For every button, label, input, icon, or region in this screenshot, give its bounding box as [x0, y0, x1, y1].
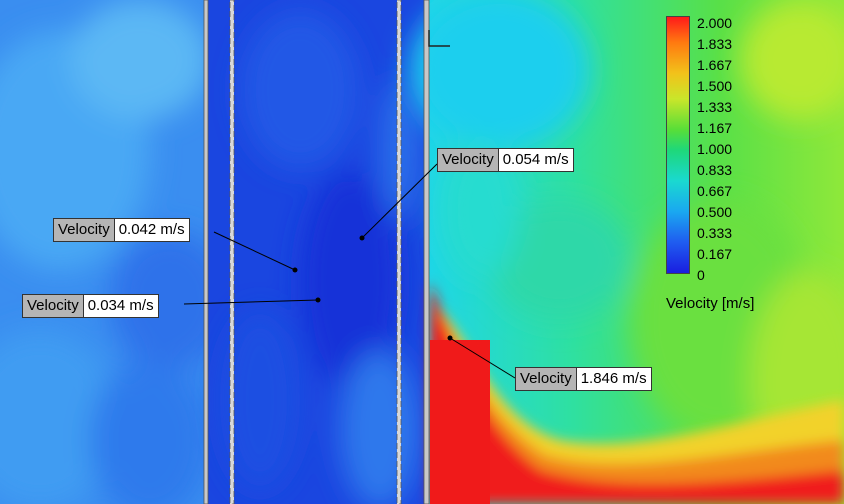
legend-color-bar	[666, 16, 690, 274]
probe-value: 0.034 m/s	[83, 295, 158, 317]
legend-tick: 0.833	[697, 162, 733, 178]
probe-key: Velocity	[23, 295, 84, 317]
probe-value: 1.846 m/s	[576, 368, 651, 390]
legend-tick: 1.833	[697, 36, 733, 52]
legend-title: Velocity [m/s]	[666, 295, 755, 312]
probe-value: 0.054 m/s	[498, 149, 573, 171]
legend-tick: 1.333	[697, 99, 733, 115]
legend-tick: 1.500	[697, 78, 733, 94]
probe-value: 0.042 m/s	[114, 219, 189, 241]
probe-label-lower-channel[interactable]: Velocity 0.034 m/s	[22, 294, 159, 318]
legend-tick: 0.167	[697, 246, 733, 262]
probe-label-mid-channel[interactable]: Velocity 0.042 m/s	[53, 218, 190, 242]
probe-key: Velocity	[516, 368, 577, 390]
legend-tick: 2.000	[697, 15, 733, 31]
probe-key: Velocity	[438, 149, 499, 171]
legend-tick: 1.667	[697, 57, 733, 73]
legend-tick: 0.667	[697, 183, 733, 199]
legend-tick: 0	[697, 267, 705, 283]
legend-tick: 1.167	[697, 120, 733, 136]
probe-key: Velocity	[54, 219, 115, 241]
legend-tick: 1.000	[697, 141, 733, 157]
probe-label-upper-channel[interactable]: Velocity 0.054 m/s	[437, 148, 574, 172]
legend-tick: 0.500	[697, 204, 733, 220]
legend-tick: 0.333	[697, 225, 733, 241]
velocity-legend: 2.000 1.833 1.667 1.500 1.333 1.167 1.00…	[660, 14, 790, 324]
probe-label-outflow[interactable]: Velocity 1.846 m/s	[515, 367, 652, 391]
